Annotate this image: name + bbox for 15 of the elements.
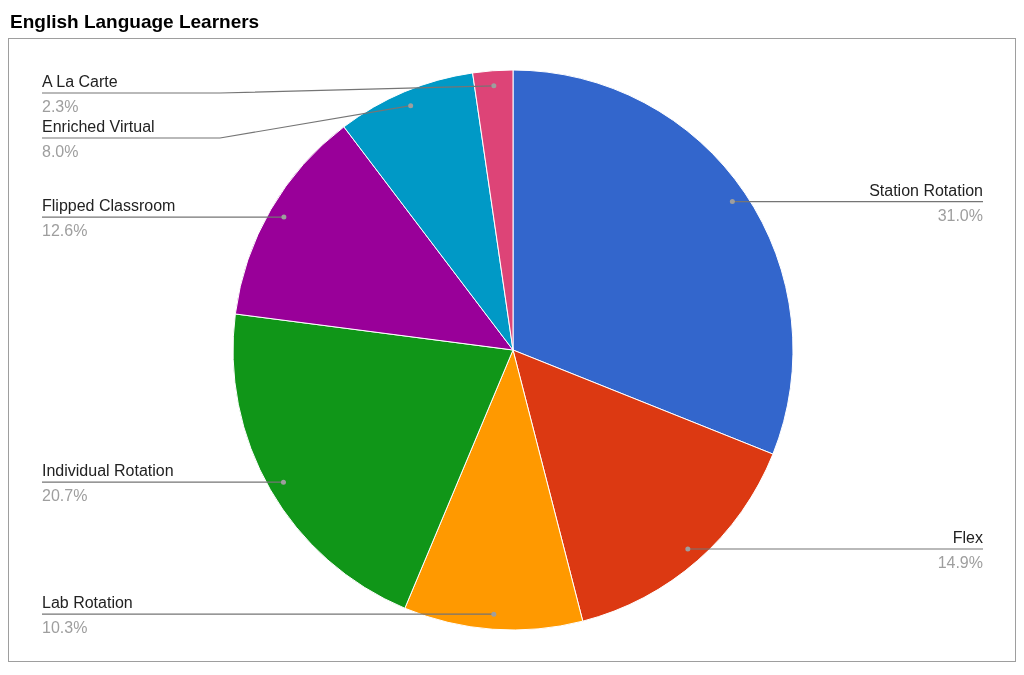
data-label: 10.3% — [42, 619, 88, 637]
chart-title: English Language Learners — [10, 11, 260, 32]
data-label: 8.0% — [42, 143, 79, 160]
data-label: 20.7% — [42, 487, 88, 505]
slice-label: Individual Rotation — [42, 462, 174, 480]
data-label: 12.6% — [42, 222, 88, 240]
slice-label: Flex — [952, 528, 983, 546]
data-label: 14.9% — [937, 553, 983, 571]
data-label: 31.0% — [937, 206, 983, 224]
slice-label: Station Rotation — [869, 181, 983, 199]
slice-label: Enriched Virtual — [42, 118, 155, 135]
data-label: 2.3% — [42, 98, 79, 115]
slice-label: Flipped Classroom — [42, 197, 176, 215]
slice-label: Lab Rotation — [42, 594, 133, 612]
slice-label: A La Carte — [42, 73, 118, 90]
